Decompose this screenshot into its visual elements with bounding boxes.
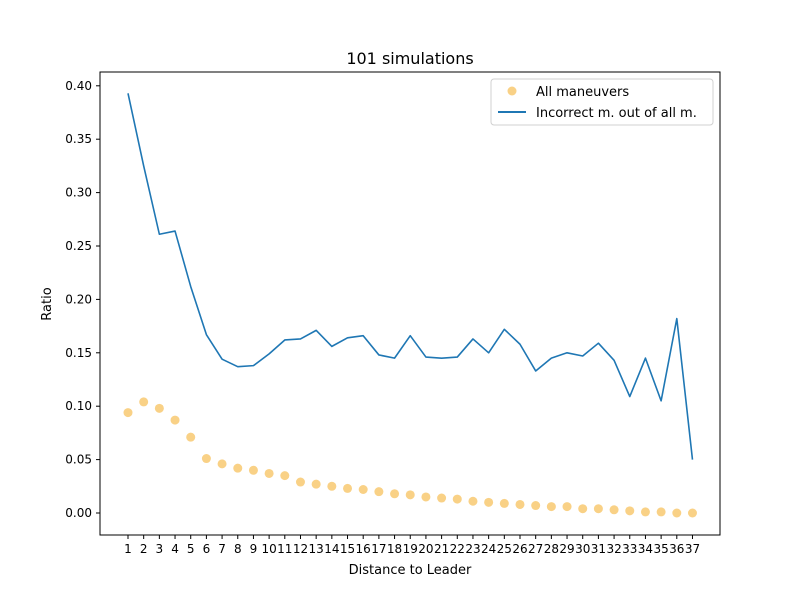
x-tick-label: 2 [140, 542, 148, 556]
scatter-point [374, 487, 384, 497]
x-tick-label: 13 [309, 542, 324, 556]
plot-content [123, 93, 697, 518]
legend-marker-all-maneuvers [507, 86, 517, 96]
x-tick-label: 31 [591, 542, 606, 556]
x-tick-label: 22 [450, 542, 465, 556]
x-tick-label: 7 [218, 542, 226, 556]
scatter-point [625, 506, 635, 516]
x-tick-label: 4 [171, 542, 179, 556]
x-tick-label: 12 [293, 542, 308, 556]
x-tick-label: 11 [277, 542, 292, 556]
scatter-point [499, 498, 509, 508]
chart-title: 101 simulations [346, 49, 473, 68]
x-tick-label: 24 [481, 542, 496, 556]
x-tick-label: 28 [544, 542, 559, 556]
x-tick-label: 1 [124, 542, 132, 556]
plot-frame [99, 71, 721, 536]
x-tick-label: 16 [356, 542, 371, 556]
legend-label-all-maneuvers: All maneuvers [536, 85, 629, 100]
scatter-point [405, 490, 415, 500]
scatter-point [186, 432, 196, 442]
x-tick-label: 33 [622, 542, 637, 556]
y-tick-label: 0.05 [65, 453, 92, 467]
scatter-point [248, 465, 258, 475]
x-tick-label: 14 [324, 542, 339, 556]
x-tick-label: 27 [528, 542, 543, 556]
scatter-point [280, 471, 290, 481]
y-tick-label: 0.00 [65, 506, 92, 520]
scatter-point [531, 501, 541, 511]
x-tick-label: 3 [156, 542, 164, 556]
x-tick-label: 23 [465, 542, 480, 556]
scatter-point [593, 504, 603, 514]
x-tick-label: 35 [653, 542, 668, 556]
scatter-point [170, 415, 180, 425]
x-tick-label: 21 [434, 542, 449, 556]
scatter-point [390, 489, 400, 499]
scatter-point [264, 468, 274, 478]
scatter-point [578, 504, 588, 514]
scatter-point [452, 494, 462, 504]
scatter-point [217, 459, 227, 469]
y-tick-label: 0.35 [65, 132, 92, 146]
scatter-point [311, 479, 321, 489]
series-line-incorrect [127, 93, 694, 460]
x-tick-label: 9 [250, 542, 258, 556]
x-tick-label: 6 [203, 542, 211, 556]
legend-box [490, 78, 714, 126]
scatter-point [640, 507, 650, 517]
scatter-point [546, 502, 556, 512]
scatter-point [295, 477, 305, 487]
x-tick-label: 32 [606, 542, 621, 556]
x-tick-label: 25 [497, 542, 512, 556]
scatter-point [343, 483, 353, 493]
scatter-point [687, 508, 697, 518]
x-tick-label: 37 [685, 542, 700, 556]
x-tick-label: 34 [638, 542, 653, 556]
x-tick-label: 20 [418, 542, 433, 556]
scatter-point [421, 492, 431, 502]
scatter-point [139, 397, 149, 407]
x-tick-label: 19 [403, 542, 418, 556]
x-tick-label: 26 [512, 542, 527, 556]
y-axis-label: Ratio [40, 287, 55, 320]
scatter-point [484, 497, 494, 507]
x-tick-label: 8 [234, 542, 242, 556]
legend-label-incorrect: Incorrect m. out of all m. [536, 106, 697, 121]
scatter-point [358, 485, 368, 495]
scatter-point [515, 499, 525, 509]
scatter-point [233, 463, 243, 473]
x-tick-label: 10 [261, 542, 276, 556]
scatter-point [656, 507, 666, 517]
y-tick-label: 0.25 [65, 239, 92, 253]
scatter-point [672, 508, 682, 518]
x-axis: 1 2 3 4 5 6 7 8 9 10 11 12 13 14 15 16 17 18 19 20 21 22 23 24 2… [124, 535, 700, 556]
y-tick-label: 0.10 [65, 399, 92, 413]
x-tick-label: 29 [559, 542, 574, 556]
x-tick-label: 5 [187, 542, 195, 556]
x-tick-label: 36 [669, 542, 684, 556]
x-tick-label: 18 [387, 542, 402, 556]
x-tick-label: 17 [371, 542, 386, 556]
y-tick-label: 0.15 [65, 346, 92, 360]
scatter-point [562, 502, 572, 512]
scatter-point [468, 496, 478, 506]
scatter-point [123, 408, 133, 418]
y-tick-label: 0.40 [65, 79, 92, 93]
scatter-point [437, 493, 447, 503]
scatter-point [154, 403, 164, 413]
scatter-point [201, 454, 211, 464]
x-tick-label: 15 [340, 542, 355, 556]
y-tick-label: 0.20 [65, 292, 92, 306]
scatter-point [609, 505, 619, 515]
x-axis-label: Distance to Leader [349, 563, 472, 578]
y-tick-label: 0.30 [65, 186, 92, 200]
x-tick-label: 30 [575, 542, 590, 556]
y-axis: 0.00 0.05 0.10 0.15 0.20 0.25 0.30 0.35 0.40 [65, 79, 100, 520]
scatter-point [327, 481, 337, 491]
legend: All maneuvers Incorrect m. out of all m. [490, 78, 714, 126]
